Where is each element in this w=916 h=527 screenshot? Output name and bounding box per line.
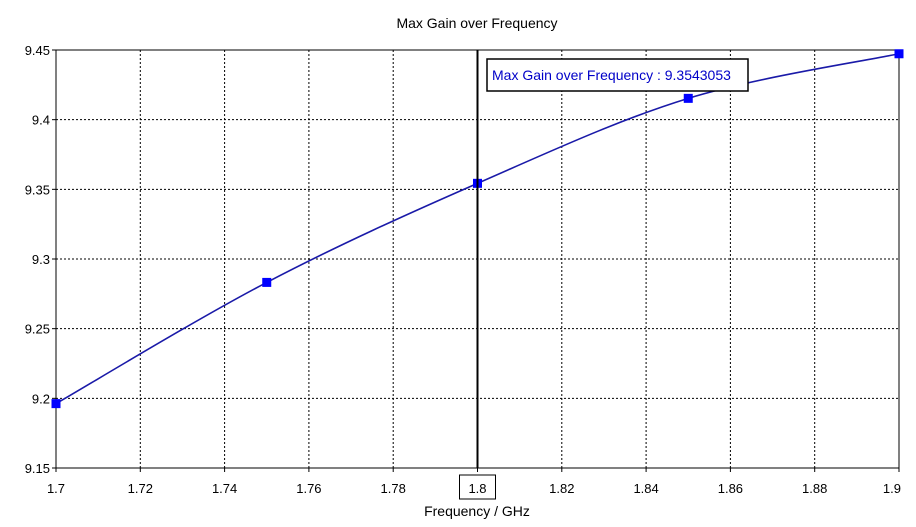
cursor-x-label-box (459, 474, 496, 500)
y-tick-label: 9.4 (32, 113, 50, 128)
y-tick-label: 9.2 (32, 391, 50, 406)
cursor-readout: Max Gain over Frequency : 9.3543053 (492, 67, 731, 83)
y-tick-label: 9.35 (25, 182, 50, 197)
x-axis-ticks: 1.7 1.72 1.74 1.76 1.78 1.8 1.82 1.84 1.86 1.88 1.… (47, 468, 901, 496)
x-tick-label: 1.76 (296, 481, 321, 496)
x-tick-label: 1.82 (549, 481, 574, 496)
data-point-marker (894, 49, 904, 59)
y-tick-label: 9.45 (25, 43, 50, 58)
y-tick-label: 9.25 (25, 322, 50, 337)
x-axis-label: Frequency / GHz (424, 503, 530, 519)
cursor[interactable]: 1.8 Max Gain over Frequency : 9.3543053 (459, 50, 749, 500)
data-point-marker (683, 93, 693, 103)
y-axis-ticks: 9.15 9.2 9.25 9.3 9.35 9.4 9.45 (25, 43, 56, 476)
x-tick-label: 1.86 (718, 481, 743, 496)
x-tick-label: 1.72 (128, 481, 153, 496)
x-tick-label: 1.7 (47, 481, 65, 496)
x-tick-label: 1.9 (883, 481, 901, 496)
cursor-x-label: 1.8 (468, 481, 486, 496)
x-tick-label: 1.84 (633, 481, 658, 496)
cursor-readout-box (486, 58, 749, 92)
y-tick-label: 9.3 (32, 252, 50, 267)
x-tick-label: 1.78 (381, 481, 406, 496)
data-point-marker (51, 399, 61, 409)
x-tick-label: 1.88 (802, 481, 827, 496)
data-point-marker (262, 277, 272, 287)
x-tick-label: 1.74 (212, 481, 237, 496)
y-tick-label: 9.15 (25, 461, 50, 476)
chart-title: Max Gain over Frequency (396, 15, 557, 31)
